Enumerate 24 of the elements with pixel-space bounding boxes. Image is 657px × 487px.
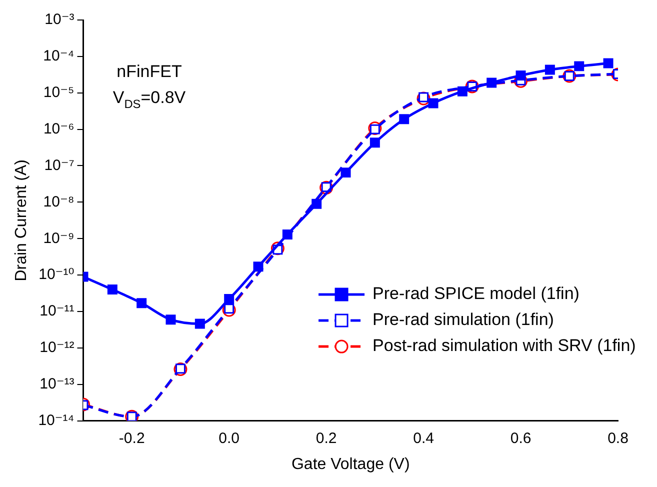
legend-label: Pre-rad SPICE model (1fin) <box>372 284 580 304</box>
x-tick-label: -0.2 <box>118 430 145 447</box>
legend-label: Pre-rad simulation (1fin) <box>372 310 554 330</box>
y-tick-label: 10⁻⁴ <box>43 48 74 65</box>
y-tick-label: 10⁻⁷ <box>44 156 74 174</box>
y-tick-label: 10⁻⁸ <box>43 193 74 210</box>
y-tick-label: 10⁻⁹ <box>43 230 74 247</box>
y-tick-label: 10⁻¹³ <box>40 376 74 393</box>
y-tick-label: 10⁻⁵ <box>43 84 74 102</box>
y-tick-label: 10⁻¹² <box>40 339 74 356</box>
legend-label: Post-rad simulation with SRV (1fin) <box>372 336 636 356</box>
y-tick-label: 10⁻¹⁰ <box>38 266 74 284</box>
x-tick-label: 0.2 <box>316 430 337 447</box>
annotation: nFinFET <box>116 62 182 81</box>
y-tick-label: 10⁻⁶ <box>43 120 74 138</box>
x-tick-label: 0.8 <box>608 430 628 447</box>
y-axis-title: Drain Current (A) <box>13 159 30 282</box>
y-tick-label: 10⁻¹¹ <box>40 302 74 320</box>
x-tick-label: 0.6 <box>510 430 532 447</box>
y-tick-label: 10⁻³ <box>44 11 74 28</box>
x-axis-title: Gate Voltage (V) <box>291 456 410 473</box>
x-tick-label: 0.0 <box>218 430 240 447</box>
x-tick-label: 0.4 <box>413 430 434 447</box>
y-tick-label: 10⁻¹⁴ <box>38 412 74 429</box>
